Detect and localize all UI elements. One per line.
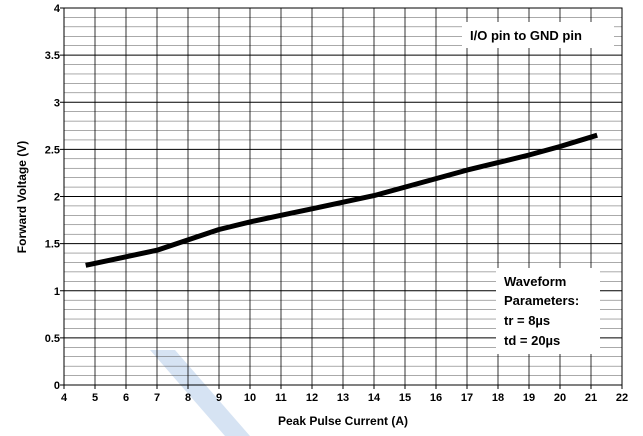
x-tick-label: 9 [216, 392, 222, 404]
waveform-line-4: td = 20µs [504, 333, 560, 348]
x-tick-label: 7 [154, 392, 160, 404]
x-tick-label: 19 [523, 392, 535, 404]
x-tick-label: 10 [244, 392, 256, 404]
x-tick-label: 6 [123, 392, 129, 404]
pin-annotation-box [462, 22, 614, 48]
y-axis-title: Forward Voltage (V) [15, 141, 29, 253]
y-tick-labels: 0 0.5 1 1.5 2 2.5 3 3.5 4 [45, 3, 64, 392]
waveform-annotation-box [496, 268, 600, 354]
x-tick-label: 14 [368, 392, 381, 404]
y-tick-label: 2 [54, 192, 60, 204]
x-tick-labels: 4 5 6 7 8 9 10 11 12 13 14 15 16 17 18 19 20 21 22 [61, 385, 628, 404]
x-tick-label: 13 [337, 392, 349, 404]
waveform-line-2: Parameters: [504, 293, 579, 308]
x-tick-label: 17 [461, 392, 473, 404]
x-tick-label: 11 [275, 392, 287, 404]
x-tick-label: 16 [430, 392, 442, 404]
y-tick-label: 4 [54, 3, 61, 15]
watermark-shape [150, 350, 250, 436]
waveform-line-3: tr = 8µs [504, 313, 550, 328]
x-tick-label: 15 [399, 392, 411, 404]
x-tick-label: 8 [185, 392, 191, 404]
y-tick-label: 1 [54, 286, 60, 298]
x-tick-label: 5 [92, 392, 98, 404]
y-tick-label: 0 [54, 380, 60, 392]
x-tick-label: 18 [492, 392, 504, 404]
waveform-line-1: Waveform [504, 274, 566, 289]
x-tick-label: 4 [61, 392, 68, 404]
y-tick-label: 2.5 [45, 144, 60, 156]
y-tick-label: 3 [54, 97, 60, 109]
pin-annotation-text: I/O pin to GND pin [470, 28, 582, 43]
x-tick-label: 20 [554, 392, 566, 404]
x-axis-title: Peak Pulse Current (A) [278, 414, 408, 428]
x-tick-label: 22 [616, 392, 628, 404]
x-tick-label: 12 [306, 392, 318, 404]
y-tick-label: 0.5 [45, 333, 60, 345]
series-line-0 [85, 132, 598, 268]
y-tick-label: 3.5 [45, 50, 60, 62]
y-tick-label: 1.5 [45, 239, 60, 251]
x-tick-label: 21 [585, 392, 597, 404]
series-layer [85, 132, 598, 268]
